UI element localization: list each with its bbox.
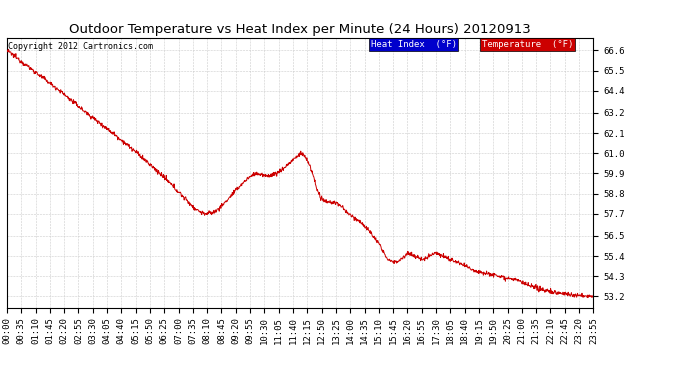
- Text: Copyright 2012 Cartronics.com: Copyright 2012 Cartronics.com: [8, 42, 153, 51]
- Text: Heat Index  (°F): Heat Index (°F): [371, 40, 457, 49]
- Title: Outdoor Temperature vs Heat Index per Minute (24 Hours) 20120913: Outdoor Temperature vs Heat Index per Mi…: [69, 23, 531, 36]
- Text: Temperature  (°F): Temperature (°F): [482, 40, 573, 49]
